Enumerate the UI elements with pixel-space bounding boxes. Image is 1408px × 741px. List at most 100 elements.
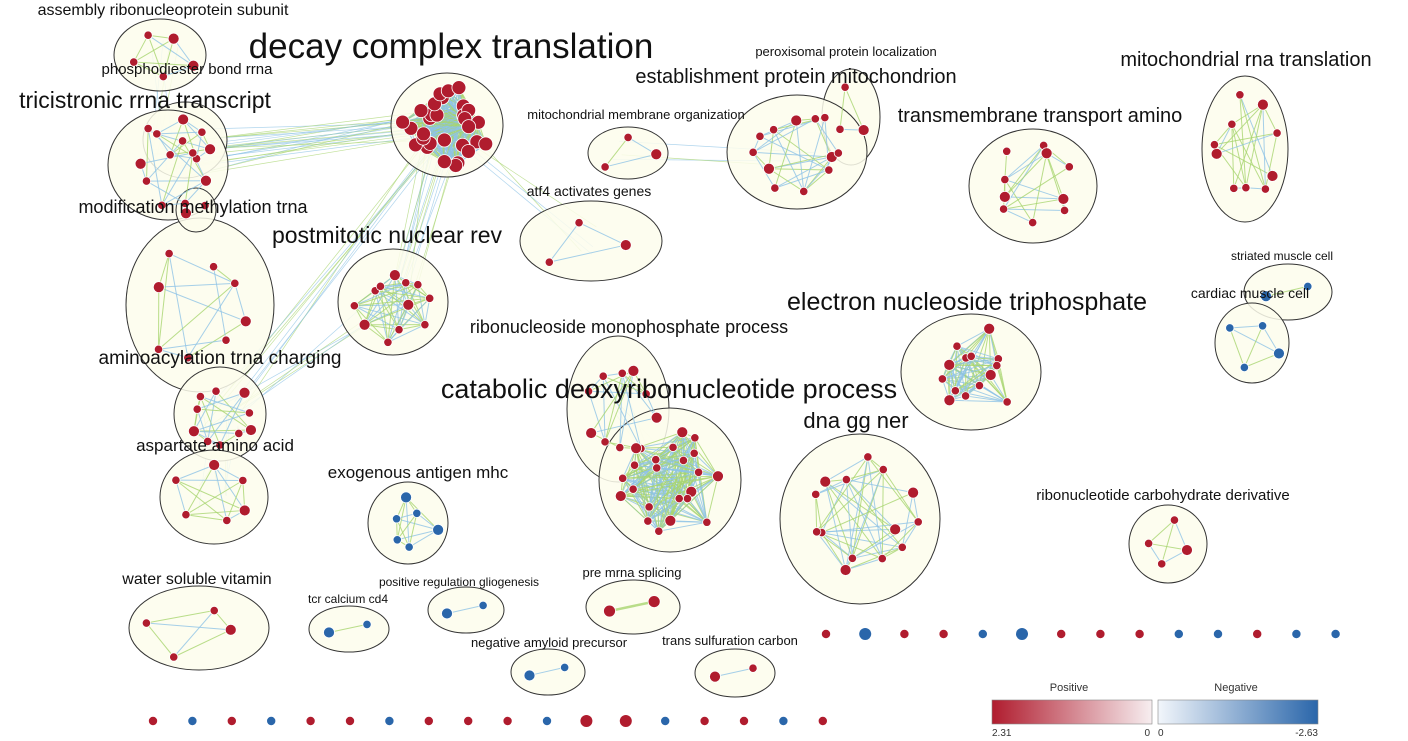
node[interactable] [153,344,164,354]
singleton-node[interactable] [619,715,632,727]
node[interactable] [943,358,956,371]
node[interactable] [799,186,809,197]
node[interactable] [992,360,1002,371]
node[interactable] [425,293,435,303]
node[interactable] [416,126,431,142]
node[interactable] [1235,90,1245,100]
node[interactable] [211,386,221,396]
node[interactable] [877,553,887,564]
node[interactable] [824,165,834,175]
node[interactable] [857,124,870,136]
node[interactable] [583,386,594,396]
node[interactable] [460,144,476,159]
node[interactable] [811,489,821,499]
singleton-node[interactable] [1331,629,1340,639]
singleton-node[interactable] [978,629,987,639]
node[interactable] [239,315,252,328]
node[interactable] [790,114,803,127]
node[interactable] [192,404,202,414]
node[interactable] [461,119,477,135]
singleton-node[interactable] [1174,629,1184,639]
singleton-node[interactable] [818,716,827,726]
singleton-node[interactable] [542,716,552,726]
node[interactable] [413,103,429,118]
singleton-node[interactable] [1213,629,1223,639]
node[interactable] [451,80,467,96]
node[interactable] [693,467,704,477]
node[interactable] [441,607,453,620]
node[interactable] [222,515,232,526]
node[interactable] [668,442,678,452]
node[interactable] [208,262,219,272]
singleton-node[interactable] [661,716,670,726]
node[interactable] [863,452,873,462]
node[interactable] [652,463,662,473]
node[interactable] [141,176,152,186]
node[interactable] [203,436,213,447]
node[interactable] [209,605,219,616]
node[interactable] [208,459,221,471]
node[interactable] [1257,98,1269,111]
node[interactable] [200,201,210,211]
node[interactable] [187,59,200,72]
singleton-node[interactable] [1253,629,1262,639]
node[interactable] [544,257,554,267]
node[interactable] [230,278,240,288]
node[interactable] [835,124,845,134]
node[interactable] [615,442,625,453]
node[interactable] [134,157,147,170]
node[interactable] [392,535,402,545]
node[interactable] [1209,140,1220,150]
node[interactable] [769,125,779,135]
node[interactable] [1144,538,1154,549]
node[interactable] [755,131,765,141]
node[interactable] [177,136,188,146]
node[interactable] [629,460,640,470]
node[interactable] [984,369,997,381]
node[interactable] [245,424,257,436]
node[interactable] [402,298,415,311]
singleton-node[interactable] [1135,629,1144,639]
node[interactable] [966,351,976,361]
singleton-node[interactable] [779,716,788,726]
node[interactable] [152,129,162,139]
singleton-node[interactable] [1096,629,1105,639]
node[interactable] [952,341,962,351]
node[interactable] [129,57,139,67]
node[interactable] [1239,362,1249,372]
node[interactable] [143,30,153,40]
node[interactable] [436,154,452,170]
node[interactable] [1169,515,1180,525]
node[interactable] [401,278,411,288]
node[interactable] [383,337,393,347]
singleton-node[interactable] [148,716,158,726]
node[interactable] [234,428,244,439]
node[interactable] [391,514,402,524]
node[interactable] [1257,321,1268,331]
node[interactable] [619,239,632,251]
node[interactable] [420,320,430,330]
node[interactable] [603,604,616,618]
node[interactable] [200,174,212,187]
node[interactable] [651,455,661,465]
node[interactable] [644,502,654,512]
node[interactable] [1225,323,1235,333]
node[interactable] [523,669,536,682]
node[interactable] [1260,184,1271,194]
node[interactable] [600,162,610,172]
node[interactable] [177,113,190,126]
node[interactable] [1181,544,1193,556]
singleton-node[interactable] [1016,628,1028,640]
node[interactable] [841,475,851,485]
node[interactable] [1002,397,1012,407]
singleton-node[interactable] [188,716,197,726]
node[interactable] [1000,174,1010,185]
node[interactable] [654,526,664,536]
node[interactable] [998,190,1011,203]
node[interactable] [812,527,822,537]
node[interactable] [432,523,445,536]
node[interactable] [748,147,758,157]
node[interactable] [195,391,206,402]
node[interactable] [167,32,180,45]
node[interactable] [897,542,907,552]
